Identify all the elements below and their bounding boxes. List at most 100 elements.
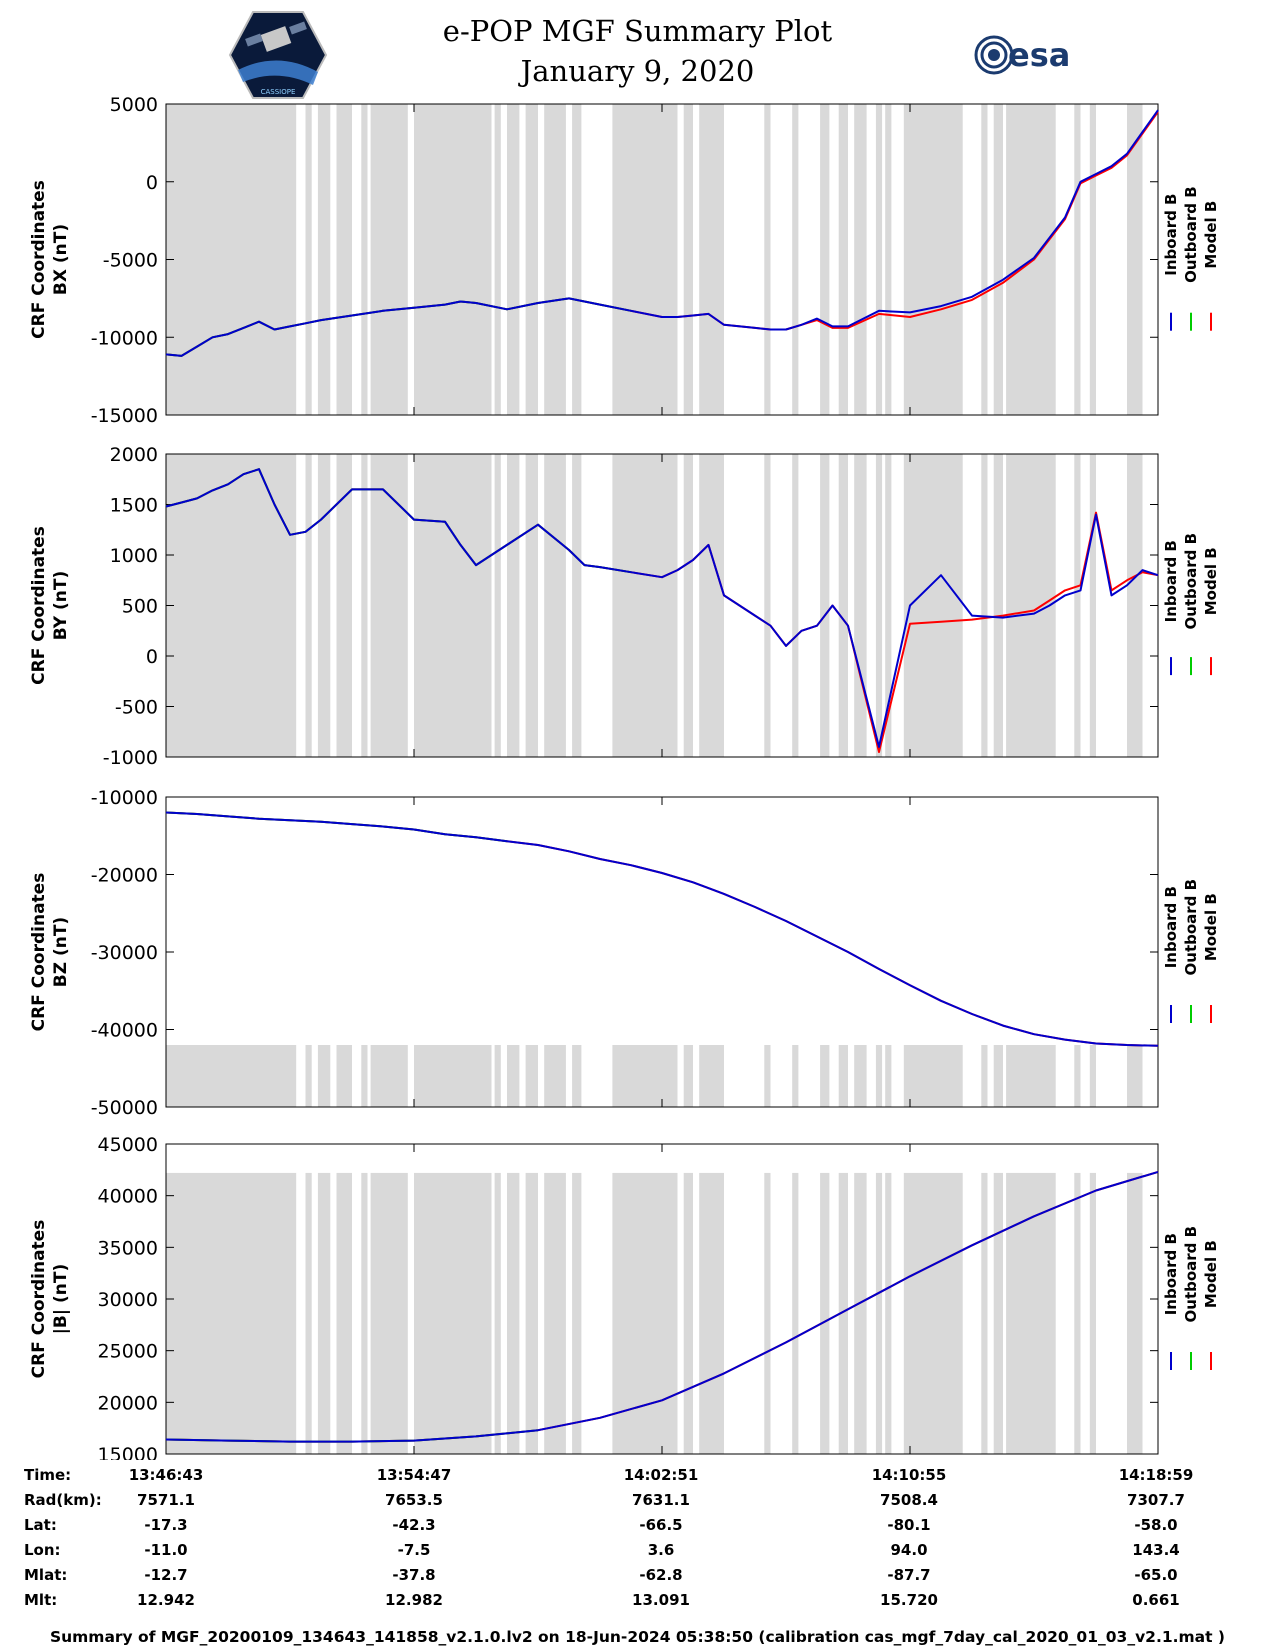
shade-band (875, 454, 883, 757)
ephemeris-value: 14:18:59 (1118, 1466, 1194, 1484)
y-tick-label: 20000 (98, 1392, 158, 1414)
logo-left-text: CASSIOPE (261, 88, 296, 96)
y-tick-label: -5000 (103, 250, 158, 272)
shade-band (612, 1172, 678, 1454)
shade-band (838, 454, 848, 757)
y-axis-label: BX (nT) (51, 224, 71, 295)
series-line-inboard-b (165, 1170, 1159, 1443)
legend-label: Inboard B (1162, 886, 1180, 968)
ephemeris-value: -42.3 (392, 1516, 436, 1534)
shade-band (525, 454, 538, 757)
shade-band (764, 1045, 771, 1107)
shade-band (414, 1045, 492, 1107)
ephemeris-value: 143.4 (1132, 1541, 1180, 1559)
ephemeris-value: 14:10:55 (871, 1466, 947, 1484)
ephemeris-label-mlt: Mlt: (24, 1591, 58, 1609)
shade-band (414, 104, 492, 415)
shade-band (525, 1172, 538, 1454)
shade-band (903, 1172, 963, 1454)
shade-band (336, 1045, 352, 1107)
shade-band (305, 1045, 312, 1107)
ephemeris-value: -11.0 (144, 1541, 188, 1559)
legend-label: Inboard B (1162, 194, 1180, 276)
ephemeris-value: 94.0 (890, 1541, 928, 1559)
shade-band (1127, 454, 1143, 757)
ephemeris-row-rad: Rad(km): 7571.1 7653.5 7631.1 7508.4 730… (0, 1491, 1275, 1515)
shade-band (414, 454, 492, 757)
ephemeris-value: 7571.1 (137, 1491, 195, 1509)
shade-band (764, 104, 771, 415)
shade-band (683, 454, 693, 757)
ephemeris-value: 7631.1 (632, 1491, 690, 1509)
shade-band (875, 1045, 883, 1107)
shade-band (494, 104, 501, 415)
shade-band (166, 104, 297, 415)
shade-band (1089, 1172, 1096, 1454)
legend-label: Inboard B (1162, 1233, 1180, 1315)
ephemeris-value: -80.1 (887, 1516, 931, 1534)
shade-band (305, 104, 312, 415)
y-tick-label: -500 (115, 697, 158, 719)
footer-caption: Summary of MGF_20200109_134643_141858_v2… (49, 1628, 1226, 1646)
shade-band (361, 454, 368, 757)
shade-band (699, 1172, 724, 1454)
shade-band (317, 1045, 331, 1107)
legend-label: Outboard B (1182, 1226, 1200, 1323)
y-tick-label: 45000 (98, 1134, 158, 1156)
shade-band (1074, 454, 1081, 757)
ephemeris-row-time: Time: 13:46:43 13:54:47 14:02:51 14:10:5… (0, 1466, 1275, 1490)
shade-band (544, 454, 566, 757)
shade-band (820, 1172, 830, 1454)
plot-title: e-POP MGF Summary Plot (442, 14, 833, 48)
ephemeris-value: -66.5 (639, 1516, 683, 1534)
ephemeris-value: 7307.7 (1127, 1491, 1185, 1509)
shade-band (166, 454, 297, 757)
legend-label: Outboard B (1182, 879, 1200, 976)
shade-band (764, 454, 771, 757)
shade-band (875, 104, 883, 415)
shade-band (166, 1172, 297, 1454)
shade-band (544, 104, 566, 415)
shade-band (1127, 1045, 1143, 1107)
shade-band (1006, 1045, 1056, 1107)
ephemeris-row-mlt: Mlt: 12.942 12.982 13.091 15.720 0.661 (0, 1591, 1275, 1615)
shade-band (1074, 104, 1081, 415)
series-line-inboard-b (165, 109, 1159, 357)
shade-band (683, 1172, 693, 1454)
y-tick-label: 15000 (98, 1444, 158, 1460)
y-tick-label: 35000 (98, 1237, 158, 1259)
legend-label: Model B (1202, 201, 1220, 269)
shade-band (792, 104, 799, 415)
shade-band (1127, 1172, 1143, 1454)
ephemeris-value: 0.661 (1132, 1591, 1180, 1609)
shade-band (792, 1172, 799, 1454)
plot-date: January 9, 2020 (520, 54, 755, 88)
shade-band (820, 104, 830, 415)
shade-band (993, 104, 1003, 415)
ephemeris-label-time: Time: (24, 1466, 72, 1484)
y-axis-label: CRF Coordinates (29, 1220, 49, 1379)
shade-band (699, 454, 724, 757)
y-tick-label: 0 (146, 172, 158, 194)
legend-label: Outboard B (1182, 533, 1200, 630)
ephemeris-label-lat: Lat: (24, 1516, 57, 1534)
y-tick-label: -15000 (91, 405, 158, 427)
shade-band (507, 454, 520, 757)
shade-band (903, 454, 963, 757)
shade-band (361, 1045, 368, 1107)
shade-band (507, 1172, 520, 1454)
legend-label: Model B (1202, 1240, 1220, 1308)
shade-band (361, 104, 368, 415)
shade-band (305, 454, 312, 757)
shade-band (612, 1045, 678, 1107)
y-tick-label: 1000 (110, 545, 158, 567)
ephemeris-value: 7653.5 (385, 1491, 443, 1509)
cassiope-logo: CASSIOPE (228, 11, 328, 99)
legend-label: Inboard B (1162, 540, 1180, 622)
ephemeris-label-lon: Lon: (24, 1541, 61, 1559)
esa-logo: esa (974, 35, 1070, 75)
legend-label: Outboard B (1182, 186, 1200, 283)
ephemeris-value: -7.5 (397, 1541, 431, 1559)
shade-band (494, 454, 501, 757)
